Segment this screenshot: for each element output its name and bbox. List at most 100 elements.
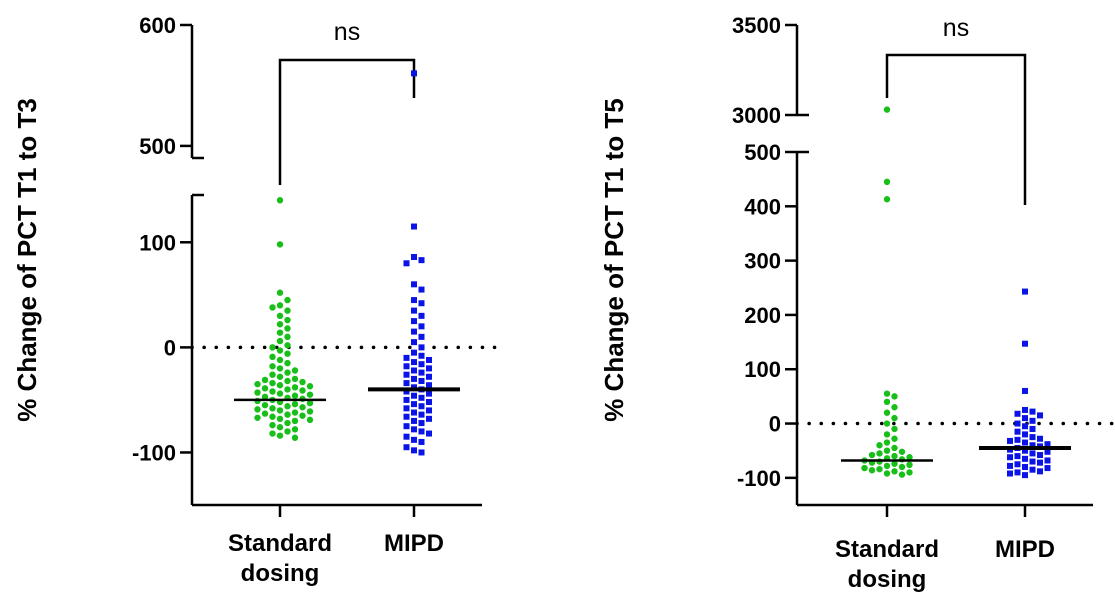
data-point [284, 411, 291, 418]
data-point [403, 388, 410, 395]
x-tick-label: Standard [228, 530, 332, 557]
data-point [299, 404, 306, 411]
data-point [284, 377, 291, 385]
data-point [898, 463, 906, 471]
data-point [403, 433, 410, 440]
data-point [269, 388, 276, 395]
data-point [883, 439, 891, 446]
data-point [299, 387, 306, 394]
y-tick-label: 100 [139, 230, 176, 255]
y-axis-title: % Change of PCT T1 to T3 [12, 98, 42, 422]
significance-bracket [278, 58, 416, 185]
data-point [291, 426, 299, 433]
data-point [403, 405, 410, 412]
data-point [276, 432, 284, 439]
data-point [276, 321, 284, 328]
data-point [876, 465, 883, 473]
significance-label: ns [334, 18, 360, 46]
data-point [891, 460, 898, 467]
data-point [1007, 454, 1013, 461]
data-point [269, 421, 276, 429]
data-point [276, 424, 284, 431]
data-point [276, 390, 284, 397]
data-point [276, 347, 284, 354]
data-point [269, 353, 276, 361]
data-point [306, 399, 314, 407]
data-point [276, 302, 284, 309]
data-point [1029, 442, 1036, 449]
y-tick-label: 3500 [732, 13, 781, 38]
data-point [411, 409, 417, 416]
data-point [883, 178, 891, 186]
data-point [284, 369, 291, 376]
data-point [1014, 428, 1021, 435]
data-point [276, 373, 284, 380]
data-point [1022, 447, 1028, 454]
data-point [411, 392, 417, 399]
data-point [269, 304, 276, 311]
data-point [1022, 387, 1028, 394]
data-point [403, 354, 410, 361]
data-point [254, 380, 261, 388]
data-point [403, 363, 410, 370]
data-point [411, 223, 417, 230]
data-point [418, 428, 425, 435]
data-point [269, 430, 276, 437]
data-point [418, 300, 425, 307]
data-point [418, 378, 425, 384]
data-point [411, 254, 417, 260]
data-point [261, 376, 269, 384]
data-point [1029, 466, 1036, 473]
x-tick-label: dosing [241, 560, 320, 587]
y-axis-title: % Change of PCT T1 to T5 [599, 98, 629, 422]
chart-2: -100 0 100 200 300 400 500 3000 3500 Standard dosi… [599, 13, 1115, 593]
data-point [411, 307, 417, 314]
data-point [898, 471, 906, 478]
data-point [883, 431, 891, 438]
data-point [284, 307, 291, 314]
data-point [418, 333, 425, 340]
data-point [411, 328, 417, 335]
data-point [306, 416, 314, 424]
x-tick-label: MIPD [384, 530, 444, 557]
data-point [261, 401, 269, 409]
y-tick-label: 200 [744, 303, 781, 328]
data-point [261, 410, 269, 417]
y-tick-label: 500 [744, 140, 781, 165]
data-point [284, 296, 291, 304]
data-point [1022, 439, 1028, 446]
data-point [411, 384, 417, 391]
y-tick-label: -100 [132, 440, 176, 465]
data-point [411, 318, 417, 325]
y-tick-label: 0 [164, 335, 176, 360]
data-point [418, 361, 425, 368]
y-tick-label: 300 [744, 249, 781, 274]
data-point [891, 393, 898, 400]
data-point [276, 289, 284, 296]
data-point [254, 406, 261, 413]
data-point [284, 325, 291, 332]
data-point [891, 425, 898, 433]
data-point [1022, 288, 1028, 295]
data-point [418, 323, 425, 330]
data-point [411, 447, 417, 454]
data-point [1037, 435, 1043, 442]
data-point [254, 389, 261, 396]
data-point [1022, 423, 1028, 430]
data-point [418, 344, 425, 351]
y-tick-label: 500 [139, 134, 176, 159]
data-point [269, 379, 276, 387]
data-point [883, 462, 891, 470]
data-point [306, 383, 314, 390]
data-point [426, 390, 432, 397]
data-point [299, 378, 306, 386]
data-point [411, 281, 417, 288]
data-point [276, 407, 284, 414]
data-point [1014, 453, 1021, 460]
data-point [269, 405, 276, 412]
data-point [891, 435, 898, 442]
data-point [1022, 415, 1028, 422]
data-point [891, 414, 898, 422]
data-point [418, 312, 425, 319]
x-tick-label: MIPD [995, 536, 1055, 563]
